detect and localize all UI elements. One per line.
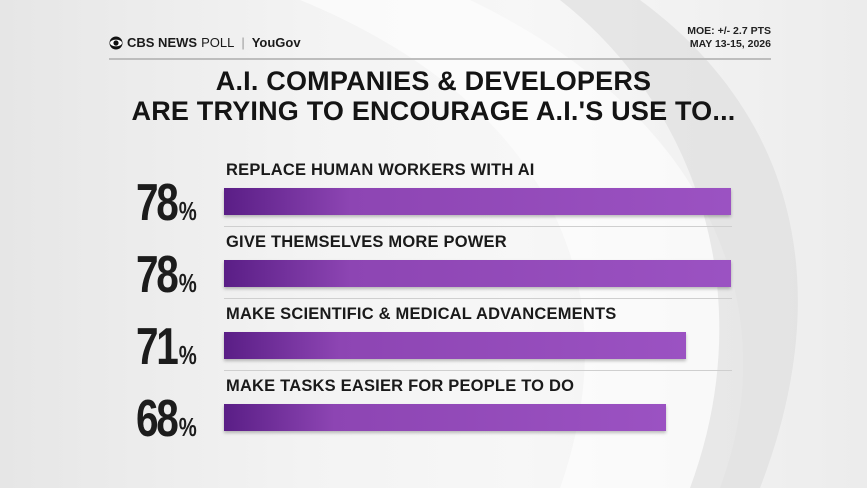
header-bar: CBS NEWS POLL | YouGov MOE: +/- 2.7 PTS …	[109, 25, 771, 60]
row-divider	[224, 298, 732, 299]
bar	[224, 188, 731, 215]
bar-row: 78% GIVE THEMSELVES MORE POWER	[0, 233, 867, 305]
poll-dates: MAY 13-15, 2026	[689, 38, 771, 50]
value-number: 68	[136, 390, 179, 448]
brand-poll: POLL	[201, 35, 235, 50]
brand-separator: |	[241, 35, 245, 50]
title-line-1: A.I. COMPANIES & DEVELOPERS	[215, 66, 652, 96]
percent-sign: %	[178, 340, 197, 370]
bar-row: 78% REPLACE HUMAN WORKERS WITH AI	[0, 161, 867, 233]
brand-cbs: CBS NEWS	[127, 35, 198, 50]
value-number: 71	[136, 318, 179, 376]
percent-sign: %	[178, 196, 197, 226]
category-label: MAKE SCIENTIFIC & MEDICAL ADVANCEMENTS	[226, 305, 617, 323]
bar	[224, 260, 731, 287]
row-divider	[224, 370, 732, 371]
value-label: 71%	[136, 317, 197, 377]
percent-sign: %	[178, 268, 197, 298]
percent-sign: %	[178, 412, 197, 442]
bar-row: 68% MAKE TASKS EASIER FOR PEOPLE TO DO	[0, 377, 867, 449]
value-label: 68%	[136, 389, 197, 449]
category-label: MAKE TASKS EASIER FOR PEOPLE TO DO	[226, 377, 575, 395]
title-line-2: ARE TRYING TO ENCOURAGE A.I.'S USE TO...	[131, 96, 736, 126]
category-label: GIVE THEMSELVES MORE POWER	[226, 233, 507, 251]
cbs-eye-icon	[109, 36, 123, 49]
category-label: REPLACE HUMAN WORKERS WITH AI	[226, 161, 535, 179]
value-label: 78%	[136, 245, 197, 305]
bar	[224, 404, 666, 431]
bar	[224, 332, 686, 359]
value-number: 78	[136, 246, 179, 304]
margin-of-error: MOE: +/- 2.7 PTS	[687, 25, 771, 37]
poll-meta: MOE: +/- 2.7 PTS MAY 13-15, 2026	[687, 25, 771, 51]
value-label: 78%	[136, 173, 197, 233]
row-divider	[224, 226, 732, 227]
bar-row: 71% MAKE SCIENTIFIC & MEDICAL ADVANCEMENT…	[0, 305, 867, 377]
value-number: 78	[136, 174, 179, 232]
brand-logo: CBS NEWS POLL | YouGov	[109, 35, 301, 50]
chart-title: A.I. COMPANIES & DEVELOPERS ARE TRYING T…	[0, 66, 867, 126]
brand-yougov: YouGov	[251, 35, 301, 50]
